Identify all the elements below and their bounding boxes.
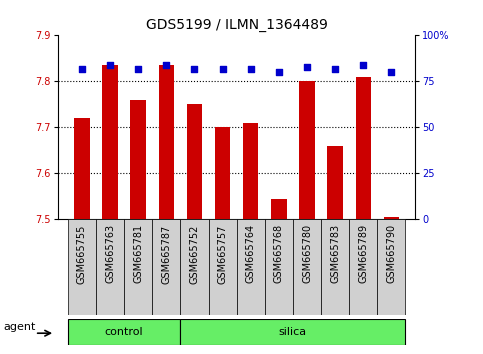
Bar xyxy=(215,127,230,219)
Text: GSM665783: GSM665783 xyxy=(330,224,340,284)
Bar xyxy=(377,219,405,315)
Text: GSM665789: GSM665789 xyxy=(358,224,368,284)
Bar xyxy=(68,219,96,315)
Bar xyxy=(209,219,237,315)
Point xyxy=(106,62,114,68)
Text: GSM665768: GSM665768 xyxy=(274,224,284,284)
Bar xyxy=(187,104,202,219)
Text: GSM665790: GSM665790 xyxy=(386,224,397,284)
Point xyxy=(359,62,367,68)
Text: GSM665752: GSM665752 xyxy=(189,224,199,284)
Bar xyxy=(96,219,124,315)
Bar xyxy=(355,77,371,219)
Bar xyxy=(237,219,265,315)
Point xyxy=(303,64,311,69)
Bar xyxy=(243,123,258,219)
Point xyxy=(134,66,142,72)
Point xyxy=(275,69,283,75)
Text: GSM665763: GSM665763 xyxy=(105,224,115,284)
Text: GSM665780: GSM665780 xyxy=(302,224,312,284)
Point xyxy=(247,66,255,72)
Point xyxy=(219,66,227,72)
Text: silica: silica xyxy=(279,327,307,337)
Point xyxy=(331,66,339,72)
Bar xyxy=(327,146,343,219)
Text: GSM665755: GSM665755 xyxy=(77,224,87,284)
Point xyxy=(78,66,86,72)
Bar xyxy=(299,81,315,219)
Text: agent: agent xyxy=(3,321,35,332)
Bar xyxy=(68,319,181,345)
Bar xyxy=(181,319,405,345)
Bar xyxy=(130,100,146,219)
Text: GSM665781: GSM665781 xyxy=(133,224,143,284)
Title: GDS5199 / ILMN_1364489: GDS5199 / ILMN_1364489 xyxy=(146,18,327,32)
Bar xyxy=(271,199,286,219)
Text: GSM665757: GSM665757 xyxy=(218,224,227,284)
Bar xyxy=(265,219,293,315)
Bar xyxy=(152,219,181,315)
Bar xyxy=(293,219,321,315)
Bar xyxy=(349,219,377,315)
Point xyxy=(162,62,170,68)
Bar xyxy=(102,65,118,219)
Bar xyxy=(124,219,152,315)
Bar xyxy=(384,217,399,219)
Bar xyxy=(74,118,90,219)
Point xyxy=(191,66,199,72)
Point xyxy=(387,69,395,75)
Bar xyxy=(158,65,174,219)
Bar xyxy=(181,219,209,315)
Text: GSM665787: GSM665787 xyxy=(161,224,171,284)
Text: GSM665764: GSM665764 xyxy=(246,224,256,284)
Bar xyxy=(321,219,349,315)
Text: control: control xyxy=(105,327,143,337)
